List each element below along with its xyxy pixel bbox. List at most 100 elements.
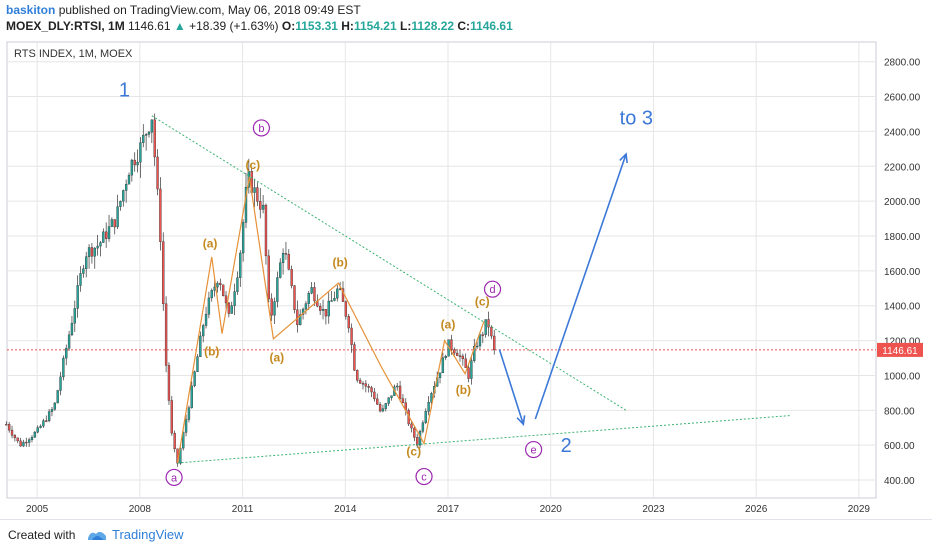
x-tick-label: 2026	[745, 504, 768, 515]
candle-body	[233, 291, 236, 306]
candle-body	[73, 308, 76, 324]
candle-body	[85, 256, 88, 269]
candle-body	[410, 423, 413, 429]
y-tick-label: 2400.00	[884, 127, 921, 138]
minor-wave-label: (a)	[441, 317, 456, 331]
publish-line: baskiton published on TradingView.com, M…	[6, 3, 361, 17]
candle-body	[13, 435, 17, 439]
candle-body	[450, 339, 453, 350]
price-change: +18.39 (+1.63%)	[189, 19, 279, 33]
footer: Created with TradingView	[0, 519, 932, 551]
candle-body	[264, 204, 268, 257]
candle-body	[384, 403, 387, 409]
candle-body	[267, 255, 270, 300]
candle-body	[358, 379, 362, 384]
candle-body	[441, 357, 445, 374]
candle-body	[458, 355, 462, 357]
candle-body	[333, 298, 336, 301]
minor-wave-label: (b)	[456, 383, 471, 397]
candle-body	[490, 326, 493, 337]
ohlc-line: MOEX_DLY:RTSI, 1M 1146.61 ▲ +18.39 (+1.6…	[6, 19, 513, 33]
wave-annotations: (c) (a) (b) (a) (b) (a) (b) (c) (c) a b c d e 1 2 to 3	[119, 80, 791, 487]
candle-body	[150, 119, 154, 133]
candle-body	[299, 314, 302, 326]
candle-body	[464, 358, 467, 368]
minor-wave-label: (c)	[406, 445, 421, 459]
candle-body	[144, 134, 148, 136]
minor-wave-label: (a)	[269, 351, 284, 365]
candle-body	[319, 306, 322, 311]
candle-body	[105, 231, 108, 239]
candle-body	[401, 398, 405, 403]
candle-body	[261, 204, 265, 210]
candle-body	[122, 190, 125, 202]
candle-body	[147, 131, 151, 135]
circled-wave-marker	[415, 467, 433, 486]
candle-body	[356, 370, 359, 381]
created-with-label: Created with	[8, 528, 76, 542]
candle-body	[227, 302, 231, 314]
candle-body	[93, 247, 96, 257]
candle-body	[42, 420, 45, 427]
candle-body	[307, 293, 310, 304]
high-label: H:	[341, 19, 354, 33]
candle-body	[27, 439, 31, 443]
circled-wave-label: b	[258, 123, 264, 135]
candle-body	[173, 432, 176, 450]
chart-canvas[interactable]: (c) (a) (b) (a) (b) (a) (b) (c) (c) a b c d e 1 2 to 3 4…	[0, 36, 932, 519]
candle-body	[130, 159, 134, 176]
candle-body	[187, 407, 191, 420]
candle-body	[293, 285, 296, 311]
chart-title: RTS INDEX, 1M, MOEX	[14, 48, 133, 60]
candle-body	[33, 431, 37, 438]
candle-body	[164, 303, 168, 366]
candle-body	[162, 241, 165, 305]
candle-body	[290, 269, 293, 286]
candle-body	[124, 183, 128, 191]
candle-body	[487, 319, 490, 328]
circled-wave-marker	[483, 280, 502, 298]
candle-body	[230, 305, 233, 314]
candle-body	[159, 188, 162, 242]
candle-body	[47, 411, 51, 422]
candle-body	[481, 334, 484, 336]
candle-body	[273, 301, 276, 316]
candle-body	[82, 268, 85, 274]
projection-arrow	[498, 349, 525, 425]
candle-body	[370, 387, 373, 393]
candle-body	[199, 335, 202, 357]
y-tick-label: 600.00	[884, 441, 915, 452]
last-price-tag	[877, 342, 923, 357]
open-value: 1153.31	[295, 19, 338, 33]
tradingview-link[interactable]: TradingView	[112, 527, 184, 542]
y-tick-label: 2200.00	[884, 162, 921, 173]
candle-body	[39, 425, 42, 428]
candle-body	[330, 300, 333, 302]
candle-body	[87, 247, 91, 257]
candle-body	[313, 287, 316, 302]
circled-wave-label: e	[531, 445, 537, 457]
candle-body	[281, 252, 285, 264]
candle-body	[219, 282, 222, 286]
candle-body	[127, 174, 131, 185]
candle-body	[373, 391, 376, 400]
minor-wave-label: (c)	[246, 158, 261, 172]
candle-body	[221, 284, 225, 297]
arrow-head	[516, 415, 526, 427]
candle-body	[184, 419, 188, 433]
candle-body	[287, 254, 290, 270]
candle-body	[30, 436, 34, 440]
candle-body	[62, 357, 65, 378]
candle-body	[142, 134, 145, 143]
candle-body	[136, 161, 139, 166]
candle-body	[324, 309, 328, 317]
candle-body	[276, 277, 279, 302]
candle-body	[96, 245, 99, 249]
candle-body	[253, 187, 256, 193]
plot-area[interactable]	[6, 41, 877, 499]
author-link[interactable]: baskiton	[6, 3, 56, 17]
candle-body	[284, 252, 288, 255]
x-tick-label: 2014	[334, 504, 357, 515]
y-tick-label: 1600.00	[884, 267, 921, 278]
candle-body	[207, 297, 211, 315]
